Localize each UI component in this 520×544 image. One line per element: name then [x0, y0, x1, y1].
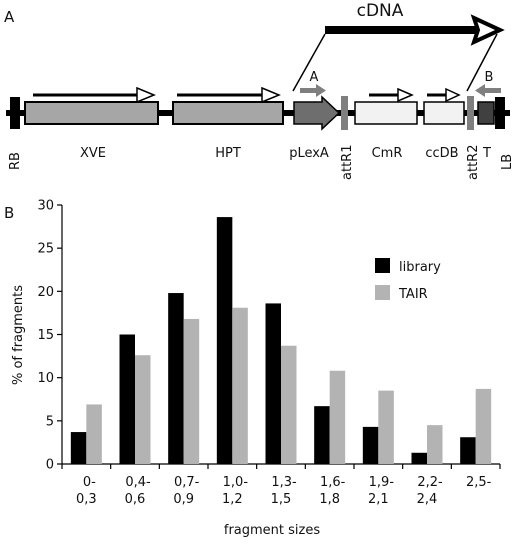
bar-tair-7: [427, 425, 443, 464]
rb-border: [10, 97, 20, 129]
terminator-box: [477, 101, 495, 125]
cmr-box: [354, 101, 418, 125]
x-tick-label-3-0: 1,0-: [223, 475, 249, 490]
hpt-arrow-head: [261, 86, 281, 104]
y-tick-label-0: 0: [46, 458, 54, 473]
bar-library-3: [216, 217, 233, 464]
lb-label: LB: [500, 154, 515, 170]
ccdb-label: ccDB: [425, 146, 458, 161]
bar-tair-0: [86, 404, 102, 464]
bar-library-4: [265, 303, 281, 464]
x-tick-label-4-1: 1,5: [271, 492, 292, 507]
bar-tair-1: [135, 355, 151, 464]
lb-border: [495, 97, 505, 129]
bar-library-5: [314, 406, 330, 464]
panel-a-label: A: [4, 8, 15, 26]
cdna-label: cDNA: [357, 1, 404, 21]
bar-library-6: [362, 426, 379, 464]
hpt-label: HPT: [215, 146, 241, 161]
x-tick-label-1-1: 0,6: [125, 492, 146, 507]
x-tick-label-7-1: 2,4: [417, 492, 438, 507]
x-tick-label-0-1: 0,3: [76, 492, 97, 507]
bar-tair-4: [281, 345, 297, 464]
x-tick-label-8-0: 2,5-: [466, 475, 492, 490]
x-tick-label-3-1: 1,2: [222, 492, 243, 507]
cdna-insert-line-left: [292, 33, 326, 92]
x-tick-label-2-1: 0,9: [173, 492, 194, 507]
y-tick-label-10: 10: [37, 371, 54, 386]
bar-tair-3: [232, 307, 248, 464]
attr2-site: [467, 96, 474, 130]
cdna-arrow: [325, 14, 505, 46]
cdna-insert-line-right: [466, 33, 498, 92]
bar-library-0: [70, 432, 87, 464]
rb-label: RB: [8, 152, 23, 170]
x-axis: 0- 0,3 0,4- 0,6 0,7- 0,9 1,0- 1,2 1,3- 1,5 1,6- 1,8…: [61, 463, 501, 507]
legend-label-tair: TAIR: [398, 287, 428, 302]
bar-tair-6: [378, 390, 394, 464]
x-tick-label-2-0: 0,7-: [174, 475, 200, 490]
bar-tair-5: [329, 370, 346, 464]
attr2-label: attR2: [466, 145, 481, 180]
legend-swatch-library: [375, 258, 390, 273]
bar-library-1: [119, 334, 135, 464]
x-tick-label-6-1: 2,1: [368, 492, 389, 507]
bar-tair-2: [183, 318, 200, 464]
bar-library-7: [411, 452, 427, 464]
bar-tair-8: [475, 388, 492, 464]
plexa-promoter: [293, 95, 341, 131]
y-axis-label: % of fragments: [11, 285, 26, 385]
ccdb-arrow-head: [445, 87, 461, 103]
xve-arrow-head: [136, 86, 156, 104]
x-tick-label-1-0: 0,4-: [125, 475, 151, 490]
x-tick-label-7-0: 2,2-: [417, 475, 443, 490]
plexa-label: pLexA: [289, 146, 329, 161]
x-tick-label-4-0: 1,3-: [271, 475, 297, 490]
x-axis-label: fragment sizes: [224, 523, 320, 538]
xve-box: [24, 101, 159, 125]
panel-b-label: B: [4, 204, 14, 222]
y-tick-label-15: 15: [37, 328, 54, 343]
cmr-label: CmR: [372, 146, 403, 161]
legend: library TAIR: [375, 258, 441, 302]
y-tick-label-5: 5: [46, 414, 54, 429]
attr1-site: [341, 96, 348, 130]
legend-swatch-tair: [375, 285, 390, 300]
y-tick-label-20: 20: [37, 285, 54, 300]
y-tick-label-30: 30: [37, 199, 54, 214]
cmr-arrow-head: [397, 87, 414, 103]
bar-library-2: [168, 293, 184, 464]
x-tick-label-5-1: 1,8: [319, 492, 340, 507]
xve-label: XVE: [80, 146, 106, 161]
x-tick-label-0-0: 0-: [83, 475, 96, 490]
ccdb-box: [423, 101, 465, 125]
y-axis: 0 5 10 15 20 25 30: [37, 199, 63, 473]
t-label: T: [482, 146, 491, 161]
hpt-box: [172, 101, 284, 125]
attr1-label: attR1: [340, 145, 355, 180]
legend-label-library: library: [399, 260, 441, 275]
primer-b-label: B: [485, 70, 494, 85]
x-tick-label-5-0: 1,6-: [320, 475, 346, 490]
bars: [70, 217, 492, 464]
primer-a-arrow: [300, 84, 326, 97]
primer-b-arrow: [475, 84, 501, 97]
y-tick-label-25: 25: [37, 242, 54, 257]
x-tick-label-6-0: 1,9-: [369, 475, 395, 490]
bar-library-8: [460, 437, 476, 464]
primer-a-label: A: [310, 70, 319, 85]
